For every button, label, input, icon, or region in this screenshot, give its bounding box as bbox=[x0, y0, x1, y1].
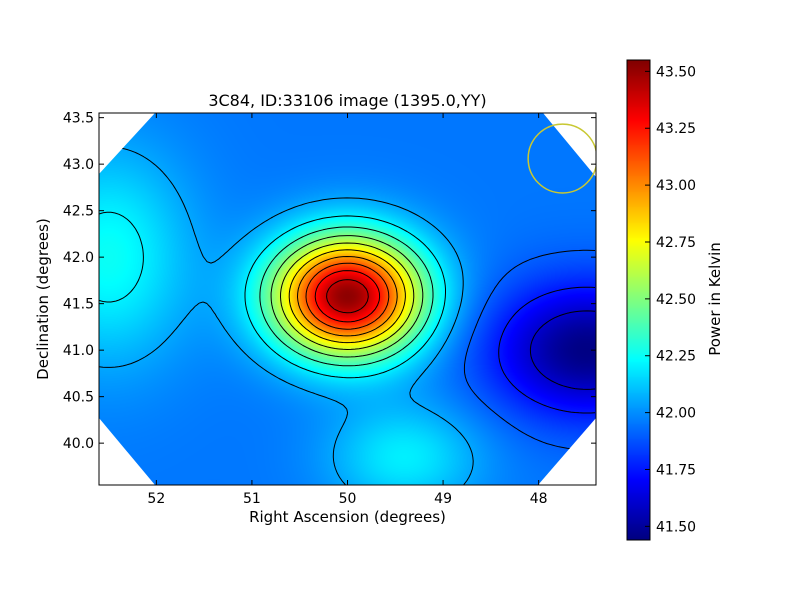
x-tick-label: 50 bbox=[339, 491, 357, 507]
contour-line bbox=[314, 270, 381, 323]
y-tick-label: 41.0 bbox=[63, 343, 94, 359]
contour-line bbox=[305, 262, 390, 330]
y-tick-label: 43.0 bbox=[63, 157, 94, 173]
x-tick-label: 51 bbox=[243, 491, 261, 507]
colorbar-tick-label: 43.25 bbox=[656, 121, 696, 137]
y-tick-label: 42.5 bbox=[63, 204, 94, 220]
x-tick-label: 48 bbox=[530, 491, 548, 507]
y-tick-label: 42.0 bbox=[63, 250, 94, 266]
x-tick-label: 49 bbox=[434, 491, 452, 507]
plot-area bbox=[99, 113, 596, 485]
contour-line bbox=[297, 256, 398, 337]
y-tick-label: 41.5 bbox=[63, 297, 94, 313]
colorbar-tick-label: 41.50 bbox=[656, 519, 696, 535]
colorbar-tick-label: 41.75 bbox=[656, 462, 696, 478]
contour-line bbox=[259, 226, 434, 367]
x-axis: 52 51 50 49 48 bbox=[147, 113, 548, 507]
contour-line bbox=[463, 249, 596, 451]
beam-circle bbox=[527, 123, 596, 194]
y-tick-label: 40.5 bbox=[63, 390, 94, 406]
colorbar-tick-label: 42.75 bbox=[656, 235, 696, 251]
y-tick-label: 43.5 bbox=[63, 111, 94, 127]
colorbar-gradient bbox=[627, 60, 650, 540]
heatmap-image bbox=[99, 113, 596, 485]
colorbar-tick-label: 42.25 bbox=[656, 349, 696, 365]
colorbar-tick-label: 42.50 bbox=[656, 292, 696, 308]
colorbar-tick-label: 43.50 bbox=[656, 64, 696, 80]
contour-line bbox=[498, 286, 596, 414]
contour-line bbox=[280, 242, 415, 350]
colorbar-tick-label: 42.00 bbox=[656, 406, 696, 422]
contour-line bbox=[326, 279, 369, 314]
colorbar-frame bbox=[626, 59, 651, 541]
colorbar-tick-label: 43.00 bbox=[656, 178, 696, 194]
y-axis-label: Declination (degrees) bbox=[34, 218, 52, 380]
contour-line bbox=[288, 249, 406, 344]
colorbar-label: Power in Kelvin bbox=[706, 242, 724, 356]
chart-title: 3C84, ID:33106 image (1395.0,YY) bbox=[208, 91, 486, 110]
contour-line bbox=[99, 211, 446, 379]
contour-lines bbox=[99, 146, 596, 485]
x-tick-label: 52 bbox=[147, 491, 165, 507]
contour-line bbox=[529, 310, 596, 390]
y-axis: 40.0 40.5 41.0 41.5 42.0 42.5 43.0 43.5 bbox=[63, 111, 596, 452]
y-tick-label: 40.0 bbox=[63, 436, 94, 452]
colorbar-axis: 41.50 41.75 42.00 42.25 42.50 42.75 43.00 43.25… bbox=[645, 64, 696, 535]
x-axis-label: Right Ascension (degrees) bbox=[249, 508, 446, 526]
contour-line bbox=[270, 235, 424, 358]
